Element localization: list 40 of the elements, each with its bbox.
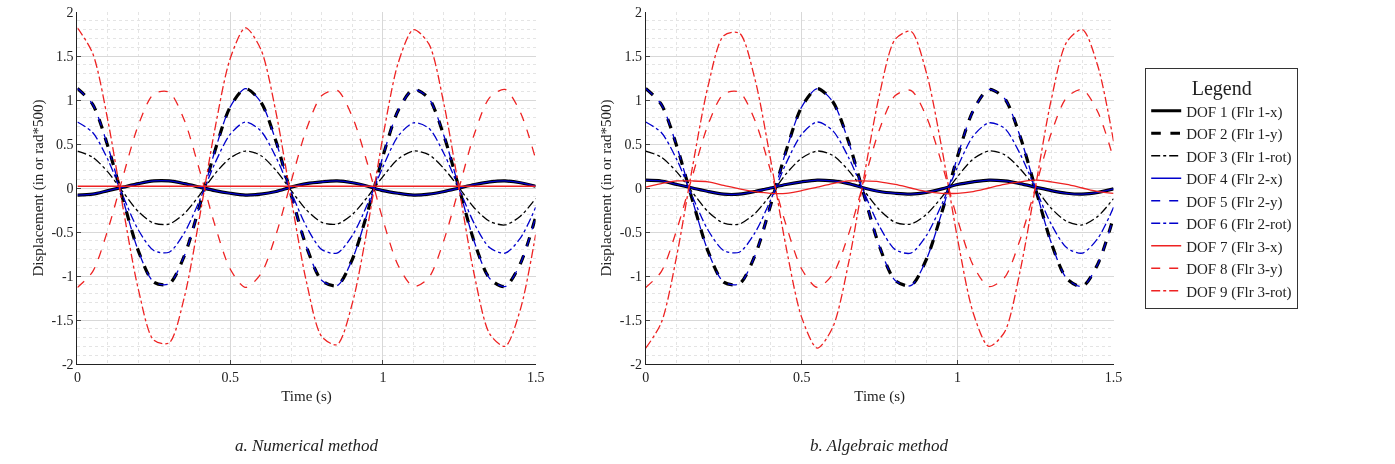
text: a. Numerical method — [235, 436, 379, 455]
y-tick-label: 0 — [634, 180, 642, 196]
y-tick-label: 1 — [634, 92, 642, 108]
y-tick-label: 0.5 — [56, 136, 74, 152]
y-tick-label: 1 — [66, 92, 74, 108]
legend-title: Legend — [1191, 76, 1252, 100]
y-tick-label: -1 — [630, 268, 642, 284]
y-tick-label: -1.5 — [51, 312, 74, 328]
text: b. Algebraic method — [810, 436, 949, 455]
y-axis-title: Displacement (in or rad*500) — [29, 99, 47, 277]
x-tick-label: 1 — [379, 369, 387, 385]
legend-label: DOF 1 (Flr 1-x) — [1186, 103, 1283, 121]
legend-label: DOF 5 (Flr 2-y) — [1186, 193, 1283, 211]
x-tick-label: 1.5 — [1104, 369, 1123, 385]
legend-label: DOF 9 (Flr 3-rot) — [1186, 283, 1292, 301]
y-tick-label: 2 — [634, 4, 642, 20]
y-tick-label: 2 — [66, 4, 74, 20]
legend-label: DOF 8 (Flr 3-y) — [1186, 261, 1283, 279]
y-tick-label: 0 — [66, 180, 74, 196]
legend-label: DOF 2 (Flr 1-y) — [1186, 126, 1283, 144]
y-tick-label: -1 — [61, 268, 74, 284]
x-tick-label: 1.5 — [526, 369, 545, 385]
legend-label: DOF 7 (Flr 3-x) — [1186, 238, 1283, 256]
y-tick-label: -1.5 — [619, 312, 642, 328]
x-tick-label: 0.5 — [792, 369, 811, 385]
y-tick-label: -2 — [61, 356, 74, 372]
x-axis-title: Time (s) — [281, 387, 332, 405]
y-tick-label: -2 — [630, 356, 642, 372]
y-tick-label: -0.5 — [619, 224, 642, 240]
legend-label: DOF 4 (Flr 2-x) — [1186, 171, 1283, 189]
legend-label: DOF 6 (Flr 2-rot) — [1186, 216, 1292, 234]
legend-label: DOF 3 (Flr 1-rot) — [1186, 148, 1292, 166]
y-tick-label: 0.5 — [624, 136, 642, 152]
x-tick-label: 0.5 — [221, 369, 239, 385]
y-tick-label: 1.5 — [624, 48, 642, 64]
y-tick-label: 1.5 — [56, 48, 74, 64]
x-tick-label: 1 — [954, 369, 962, 385]
y-axis-title: Displacement (in or rad*500) — [597, 99, 615, 277]
y-tick-label: -0.5 — [51, 224, 74, 240]
x-axis-title: Time (s) — [854, 387, 905, 405]
